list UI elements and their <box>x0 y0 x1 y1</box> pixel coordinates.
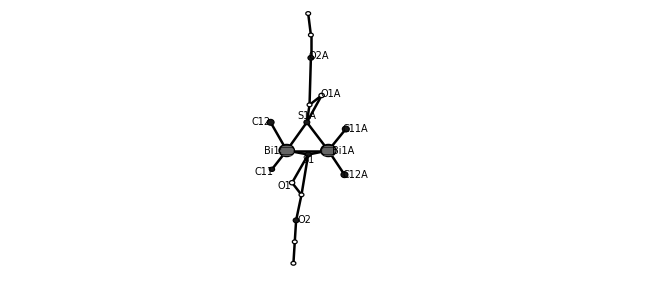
Text: Bi1: Bi1 <box>264 145 280 156</box>
Ellipse shape <box>309 33 313 37</box>
Ellipse shape <box>290 181 295 185</box>
Ellipse shape <box>321 144 336 157</box>
Ellipse shape <box>306 12 311 15</box>
Ellipse shape <box>269 167 275 172</box>
Text: C11: C11 <box>254 167 273 177</box>
Ellipse shape <box>279 144 294 157</box>
Ellipse shape <box>341 172 348 178</box>
Ellipse shape <box>305 152 311 157</box>
Ellipse shape <box>307 103 312 107</box>
Ellipse shape <box>267 119 274 125</box>
Text: S1A: S1A <box>298 111 317 121</box>
Text: C12A: C12A <box>342 170 368 180</box>
Text: O1A: O1A <box>321 89 341 99</box>
Text: S1: S1 <box>302 155 315 165</box>
Ellipse shape <box>319 93 324 98</box>
Ellipse shape <box>342 126 349 132</box>
Text: Bi1A: Bi1A <box>332 145 354 156</box>
Ellipse shape <box>292 240 297 244</box>
Ellipse shape <box>299 193 304 197</box>
Ellipse shape <box>308 55 314 60</box>
Text: O1: O1 <box>277 181 291 191</box>
Text: O2: O2 <box>297 215 311 225</box>
Text: O2A: O2A <box>309 51 329 61</box>
Ellipse shape <box>304 120 310 125</box>
Text: C11A: C11A <box>343 124 368 134</box>
Text: C12: C12 <box>252 117 271 127</box>
Ellipse shape <box>291 262 296 265</box>
Ellipse shape <box>293 218 299 223</box>
